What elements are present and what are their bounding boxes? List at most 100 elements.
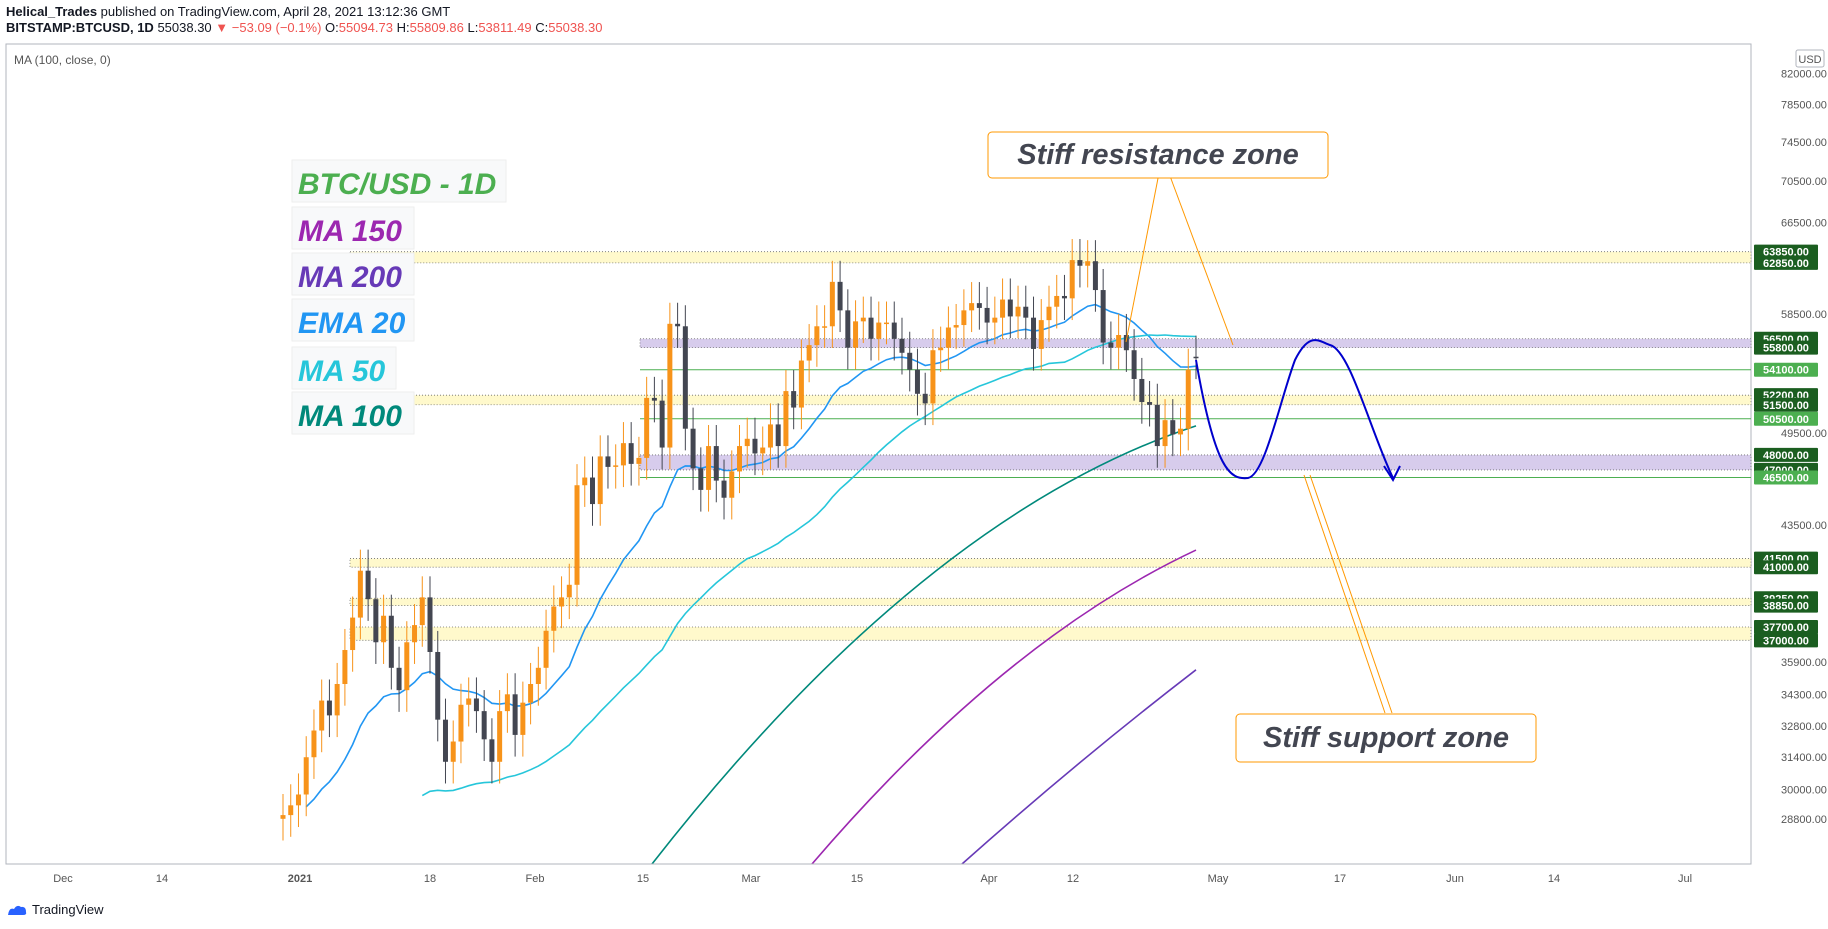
level-badge — [1754, 470, 1818, 485]
candle-body — [620, 443, 626, 466]
legend-item-text: MA 100 — [298, 400, 402, 433]
candle-body — [288, 805, 294, 816]
zone-2 — [349, 394, 1752, 406]
time-axis[interactable]: Dec 14 2021 18 Feb 15 Mar 15 Apr 12 May 17 Jun 14 Jul — [6, 863, 1751, 885]
support-pointer-2 — [1309, 474, 1393, 714]
candle-body — [1116, 335, 1122, 348]
candle-body — [1100, 290, 1106, 343]
candle-body — [992, 317, 998, 323]
candle-body — [512, 694, 518, 735]
time-tick-label: Mar — [742, 873, 761, 885]
legend-box: BTC/USD - 1D MA 150 MA 200 EMA 20 MA 50 MA 10… — [291, 159, 507, 435]
price-tick-label: 28800.00 — [1781, 814, 1827, 826]
candle-body — [891, 322, 897, 339]
candle-body — [396, 667, 402, 691]
legend-item-bg — [291, 298, 415, 342]
zone-5 — [349, 597, 1752, 606]
support-callout-box[interactable] — [1235, 713, 1537, 763]
candle-body — [659, 400, 665, 448]
currency-box[interactable] — [1795, 49, 1825, 68]
level-badge-label: 62850.00 — [1763, 258, 1809, 270]
level-badge-label: 55800.00 — [1763, 343, 1809, 355]
time-tick-label: 15 — [637, 873, 649, 885]
legend-item-bg — [291, 159, 507, 203]
level-badge — [1754, 244, 1818, 259]
level-badge-label: 46500.00 — [1763, 473, 1809, 485]
symbol-label[interactable]: BITSTAMP:BTCUSD, 1D — [6, 20, 154, 35]
candle-body — [435, 651, 441, 720]
price-tick-label: 35900.00 — [1781, 657, 1827, 669]
candle-body — [806, 345, 812, 361]
candle-body — [876, 322, 882, 339]
candle-body — [1069, 260, 1075, 299]
candle-body — [326, 700, 332, 716]
legend-item-bg — [291, 346, 397, 390]
candle-body — [319, 700, 325, 731]
indicator-label[interactable]: MA (100, close, 0) — [14, 53, 111, 67]
candle-body — [752, 438, 758, 454]
candle-body — [427, 597, 433, 652]
time-tick-label: 18 — [424, 873, 436, 885]
candle-body — [1185, 369, 1191, 429]
candle-body — [280, 815, 286, 819]
candle-body — [574, 485, 580, 585]
candle-body — [551, 606, 557, 631]
candle-body — [945, 327, 951, 348]
candles-layer — [280, 239, 1199, 841]
support-pointer-1 — [1303, 474, 1386, 714]
footer-brand[interactable]: TradingView — [32, 902, 104, 917]
legend-item-text: EMA 20 — [298, 307, 406, 340]
resistance-pointer-2 — [1125, 167, 1161, 343]
candle-body — [404, 642, 410, 691]
close-value: 55038.30 — [548, 20, 603, 35]
callouts-layer: Stiff resistance zone Stiff support zone — [987, 131, 1537, 763]
candle-body — [628, 443, 634, 464]
legend-item-text: MA 200 — [298, 261, 402, 294]
price-tick-label: 78500.00 — [1781, 100, 1827, 112]
candle-body — [543, 630, 549, 668]
candle-body — [1193, 356, 1199, 359]
price-axis[interactable]: 82000.00 78500.00 74500.00 70500.00 66500.00… — [1781, 68, 1827, 825]
ma200-line — [961, 669, 1197, 865]
candle-body — [489, 739, 495, 762]
level-badge-label: 54100.00 — [1763, 365, 1809, 377]
candle-body — [1054, 295, 1060, 307]
candle-body — [930, 350, 936, 404]
price-tick-label: 32800.00 — [1781, 721, 1827, 733]
candle-body — [938, 347, 944, 351]
currency-label: USD — [1798, 54, 1821, 66]
candle-body — [953, 325, 959, 328]
candle-body — [783, 391, 789, 447]
candle-body — [1147, 402, 1153, 405]
ma50-line — [421, 334, 1197, 797]
candle-body — [767, 424, 773, 448]
publish-info: published on TradingView.com, April 28, … — [97, 4, 451, 19]
candle-body — [1085, 261, 1091, 266]
candle-body — [419, 597, 425, 626]
candle-body — [1061, 295, 1067, 299]
price-tick-label: 70500.00 — [1781, 176, 1827, 188]
resistance-callout-box[interactable] — [987, 131, 1329, 179]
author-name[interactable]: Helical_Trades — [6, 4, 98, 19]
candle-body — [814, 326, 820, 346]
price-tick-label: 82000.00 — [1781, 68, 1827, 80]
time-tick-label: Apr — [980, 873, 997, 885]
tradingview-logo-icon — [8, 905, 27, 915]
candle-body — [1131, 350, 1137, 379]
candle-body — [373, 599, 379, 643]
candle-body — [1031, 317, 1037, 349]
legend-item-text: BTC/USD - 1D — [298, 168, 496, 201]
candle-body — [636, 457, 642, 464]
price-tick-label: 49500.00 — [1781, 428, 1827, 440]
candle-body — [1108, 342, 1114, 348]
candle-body — [1007, 299, 1013, 317]
ema20-line — [305, 303, 1197, 808]
candle-body — [303, 757, 309, 795]
candle-body — [675, 323, 681, 327]
level-badge — [1754, 362, 1818, 377]
candle-body — [1154, 404, 1160, 447]
candle-body — [706, 446, 712, 490]
time-tick-label: 14 — [156, 873, 168, 885]
time-tick-label: Jul — [1678, 873, 1692, 885]
